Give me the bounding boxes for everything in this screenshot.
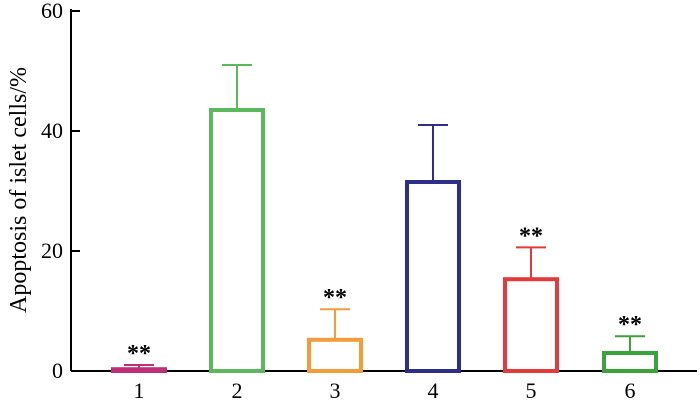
bar-4	[405, 180, 461, 373]
bar-5	[503, 277, 559, 374]
x-tick-label-5: 5	[526, 378, 537, 403]
x-tick-label-1: 1	[134, 378, 145, 403]
x-tick-labels: 1 2 3 4 5 6	[134, 378, 636, 403]
y-tick-label-0: 0	[52, 358, 63, 383]
y-tick-label-40: 40	[41, 118, 63, 143]
y-axis-label: Apoptosis of islet cells/%	[6, 67, 32, 313]
x-tick-label-6: 6	[625, 378, 636, 403]
x-tick-label-4: 4	[428, 378, 439, 403]
x-tick-label-2: 2	[232, 378, 243, 403]
y-tick-label-20: 20	[41, 238, 63, 263]
bars: ** ** ** **	[111, 64, 658, 374]
axes	[70, 9, 697, 372]
bar-2	[209, 108, 265, 373]
bar-6	[602, 351, 658, 373]
significance-label-3: **	[323, 285, 347, 311]
y-ticks: 0 20 40 60	[41, 0, 80, 383]
significance-label-5: **	[519, 223, 543, 249]
bar-3	[307, 337, 363, 373]
x-tick-label-3: 3	[330, 378, 341, 403]
bar-1	[111, 367, 167, 374]
significance-label-1: **	[127, 341, 151, 367]
significance-label-6: **	[618, 312, 642, 338]
y-tick-label-60: 60	[41, 0, 63, 23]
